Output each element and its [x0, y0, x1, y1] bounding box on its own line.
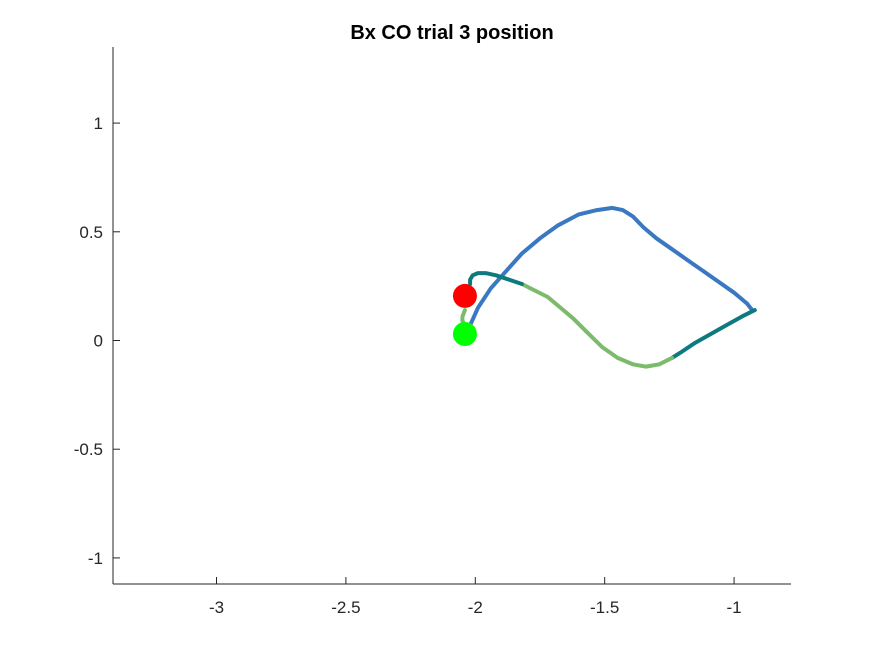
x-tick-label: -1.5 — [590, 598, 619, 617]
chart-title: Bx CO trial 3 position — [350, 22, 553, 44]
x-tick-label: -1 — [727, 598, 742, 617]
y-tick-label: -0.5 — [74, 440, 103, 459]
trajectory-segment-3 — [519, 282, 674, 369]
end-marker — [452, 283, 477, 308]
markers — [452, 283, 477, 346]
x-tick-label: -2 — [468, 598, 483, 617]
trajectory — [460, 205, 757, 369]
y-ticks: -1 -0.5 0 0.5 1 — [74, 114, 120, 568]
y-tick-label: 0.5 — [79, 223, 103, 242]
x-ticks: -3 -2.5 -2 -1.5 -1 — [209, 577, 742, 617]
x-tick-label: -3 — [209, 598, 224, 617]
trajectory-segment-4 — [468, 271, 524, 286]
y-tick-label: 0 — [94, 332, 103, 351]
y-tick-label: 1 — [94, 114, 103, 133]
y-tick-label: -1 — [88, 549, 103, 568]
x-tick-label: -2.5 — [331, 598, 360, 617]
trajectory-segment-2 — [670, 308, 757, 360]
trajectory-segment-1 — [468, 205, 755, 328]
start-marker — [452, 321, 477, 346]
